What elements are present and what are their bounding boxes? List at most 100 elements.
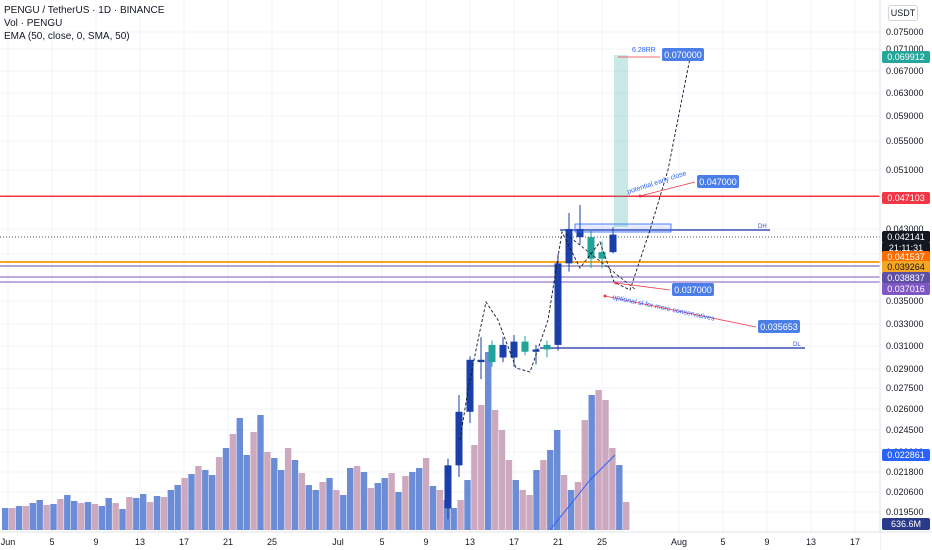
tag-yellow-bg	[882, 261, 930, 273]
annotations: 6.28RR 0.0700000.0470000.0370000.035653po…	[459, 47, 801, 441]
time-tick: Jul	[332, 537, 344, 547]
volume-bar	[250, 432, 257, 530]
tag-resistance-text: 0.047103	[887, 193, 925, 203]
price-tick: 0.033000	[886, 319, 924, 329]
time-tick: Aug	[671, 537, 687, 547]
time-tick: 21	[223, 537, 233, 547]
price-tick: 0.027500	[886, 383, 924, 393]
price-tick: 0.035000	[886, 296, 924, 306]
tag-target-text: 0.069912	[887, 52, 925, 62]
volume-ema-line	[549, 454, 616, 531]
volume-bar	[140, 494, 147, 530]
volume-bar	[305, 485, 312, 530]
volume-bar	[29, 503, 36, 530]
dl-label: DL	[793, 342, 801, 348]
volume-bar	[312, 490, 319, 530]
volume-bar	[146, 502, 154, 530]
volume-bar	[554, 430, 561, 530]
volume-bar	[167, 490, 174, 530]
volume-bar	[560, 475, 568, 530]
time-axis: Jun 5 9 13 17 21 25 Jul 5 9 13 17 21 25 Aug 5 9 13 17	[0, 531, 932, 550]
tag-violet: 0.037016	[882, 283, 930, 295]
candle-body	[466, 359, 474, 412]
time-axis-bg	[0, 532, 880, 550]
volume-bar	[519, 490, 526, 530]
time-tick: 5	[720, 537, 725, 547]
volume-bar	[298, 473, 306, 530]
candle-body	[521, 341, 529, 352]
tag-countdown-text: 21:11:31	[889, 243, 923, 253]
tag-violet-text: 0.037016	[887, 284, 925, 294]
time-tick: 9	[423, 537, 428, 547]
volume-bar	[609, 448, 616, 530]
volume-bar	[464, 480, 471, 530]
candle-body	[554, 263, 562, 345]
legend-ema[interactable]: EMA (50, close, 0, SMA, 50)	[4, 31, 130, 42]
volume-bar	[409, 472, 416, 530]
volume-bar	[160, 497, 168, 530]
tag-target: 0.069912	[882, 51, 930, 63]
volume-bar	[567, 490, 575, 530]
time-tick: 17	[509, 537, 519, 547]
price-tick: 0.026000	[886, 404, 924, 414]
volume-bar	[284, 448, 292, 530]
sl-alt-dot	[603, 294, 607, 298]
early-dot	[638, 194, 642, 198]
price-tick: 0.051000	[886, 165, 924, 175]
volume-bar	[443, 500, 450, 530]
volume-bar	[195, 466, 202, 530]
volume-bar	[388, 473, 395, 530]
tag-orange-bg	[882, 251, 930, 263]
tag-yellow-text: 0.039264	[887, 262, 925, 272]
volume-bar	[416, 468, 423, 530]
tag-volume-ema: 0.022861	[882, 449, 930, 461]
target-zone	[614, 55, 628, 227]
volume-bar	[595, 390, 602, 530]
volume-bar	[381, 478, 388, 530]
legend-symbol[interactable]: PENGU / TetherUS · 1D · BINANCE	[4, 5, 165, 16]
target-early-label-text: 0.047000	[699, 177, 737, 187]
volume-bar	[257, 415, 264, 530]
sl-dot	[614, 281, 618, 285]
volume-bar	[126, 497, 133, 530]
target-main-label-text: 0.070000	[664, 50, 702, 60]
candle-body	[499, 344, 507, 358]
volume-bar	[616, 465, 623, 530]
candle-body	[598, 252, 606, 259]
volume-bar	[243, 455, 250, 530]
tag-last-price-bg	[882, 231, 930, 243]
volume-bar	[174, 485, 181, 530]
volume-bar	[36, 500, 43, 530]
volume-bar	[229, 434, 237, 530]
volume-bar	[450, 508, 457, 530]
tag-last-price-text: 0.042141	[887, 232, 925, 242]
sl-main-label: 0.037000	[672, 283, 714, 296]
volume-bar	[105, 498, 112, 530]
price-tick: 0.029000	[886, 364, 924, 374]
target-main-label-bg	[662, 48, 704, 61]
volume-bar	[429, 486, 437, 530]
candle-body	[609, 234, 617, 253]
volume-bar	[478, 405, 485, 530]
price-levels	[0, 195, 880, 349]
volume-bar	[8, 508, 16, 530]
volume-bar	[119, 509, 126, 530]
volume-bar	[153, 496, 161, 530]
tag-orange: 0.041537	[882, 251, 930, 263]
price-tick: 0.055000	[886, 136, 924, 146]
volume-bars	[2, 352, 630, 531]
price-tick: 0.059000	[886, 111, 924, 121]
target-main-label: 0.070000	[662, 48, 704, 61]
time-tick: 5	[379, 537, 384, 547]
candle-body	[488, 344, 496, 363]
time-tick: 13	[135, 537, 145, 547]
time-tick: 9	[93, 537, 98, 547]
currency-button[interactable]: USDT	[888, 5, 918, 21]
legend-volume[interactable]: Vol · PENGU	[4, 18, 63, 29]
price-tick: 0.075000	[886, 27, 924, 37]
volume-bar	[491, 410, 499, 530]
volume-bar	[512, 480, 519, 530]
candle-body	[587, 237, 595, 259]
tag-resistance-bg	[882, 192, 930, 204]
